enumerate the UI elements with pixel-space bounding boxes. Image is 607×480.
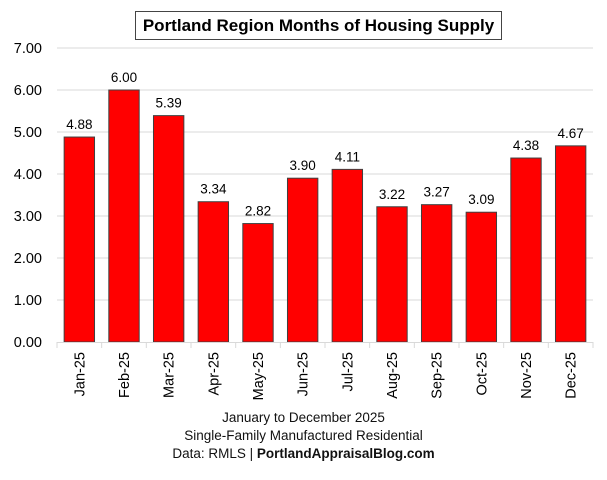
bar-May-25 xyxy=(242,223,274,343)
data-label: 3.27 xyxy=(424,185,450,200)
x-tick-label: Jan-25 xyxy=(72,352,88,396)
bar-Mar-25 xyxy=(152,115,185,343)
data-label: 3.09 xyxy=(468,192,494,207)
x-tick-label: Sep-25 xyxy=(430,352,446,399)
footer-property-type: Single-Family Manufactured Residential xyxy=(184,428,423,443)
x-tick-label: Apr-25 xyxy=(206,352,222,396)
y-tick-label: 4.00 xyxy=(14,167,42,183)
x-tick-label: Jul-25 xyxy=(340,352,356,392)
data-label: 4.38 xyxy=(513,138,539,153)
footer-source-prefix: Data: RMLS | xyxy=(172,446,257,461)
data-label: 6.00 xyxy=(111,70,137,85)
y-tick-label: 3.00 xyxy=(14,209,42,225)
x-tick-label: Oct-25 xyxy=(474,352,490,396)
data-label: 4.88 xyxy=(66,117,92,132)
y-tick-label: 0.00 xyxy=(14,335,42,351)
bar-Jul-25 xyxy=(331,168,364,343)
bar-Feb-25 xyxy=(108,89,140,343)
x-tick-label: Aug-25 xyxy=(385,352,401,399)
x-tick-label: Feb-25 xyxy=(117,352,133,398)
data-label: 3.90 xyxy=(290,158,316,173)
footer-date-range: January to December 2025 xyxy=(222,410,385,425)
bar-Nov-25 xyxy=(510,157,542,343)
bar-Dec-25 xyxy=(554,145,587,343)
data-label: 3.22 xyxy=(379,187,405,202)
y-axis-ticks: 0.00 1.00 2.00 3.00 4.00 5.00 6.00 7.00 xyxy=(14,41,42,351)
chart-title: Portland Region Months of Housing Supply xyxy=(135,11,502,40)
y-tick-label: 1.00 xyxy=(14,293,42,309)
x-tick-label: Mar-25 xyxy=(162,352,178,398)
footer-source: Data: RMLS | PortlandAppraisalBlog.com xyxy=(0,446,607,461)
y-tick-label: 2.00 xyxy=(14,251,42,267)
x-tick-label: May-25 xyxy=(251,352,267,400)
gridlines xyxy=(57,47,593,301)
bar-Aug-25 xyxy=(376,206,408,343)
data-label: 3.34 xyxy=(200,182,227,197)
data-labels: 4.88 6.00 5.39 3.34 2.82 3.90 4.11 3.22 3.27 3.09… xyxy=(66,70,584,219)
footer-site-link[interactable]: PortlandAppraisalBlog.com xyxy=(256,446,435,461)
y-tick-label: 7.00 xyxy=(14,41,42,57)
x-tick-label: Dec-25 xyxy=(564,352,580,399)
bar-Jun-25 xyxy=(286,177,319,343)
data-label: 2.82 xyxy=(245,204,271,219)
y-tick-label: 6.00 xyxy=(14,83,42,99)
bar-Sep-25 xyxy=(420,204,453,343)
bar-Jan-25 xyxy=(63,136,96,343)
y-tick-label: 5.00 xyxy=(14,125,42,141)
x-axis: Jan-25 Feb-25 Mar-25 Apr-25 May-25 Jun-25 Jul-… xyxy=(56,342,594,400)
x-tick-label: Jun-25 xyxy=(296,352,312,396)
bar-Oct-25 xyxy=(465,211,498,343)
data-label: 4.11 xyxy=(335,149,360,164)
data-label: 5.39 xyxy=(156,96,182,111)
x-tick-label: Nov-25 xyxy=(519,352,535,399)
bar-Apr-25 xyxy=(197,201,230,343)
data-label: 4.67 xyxy=(558,126,584,141)
